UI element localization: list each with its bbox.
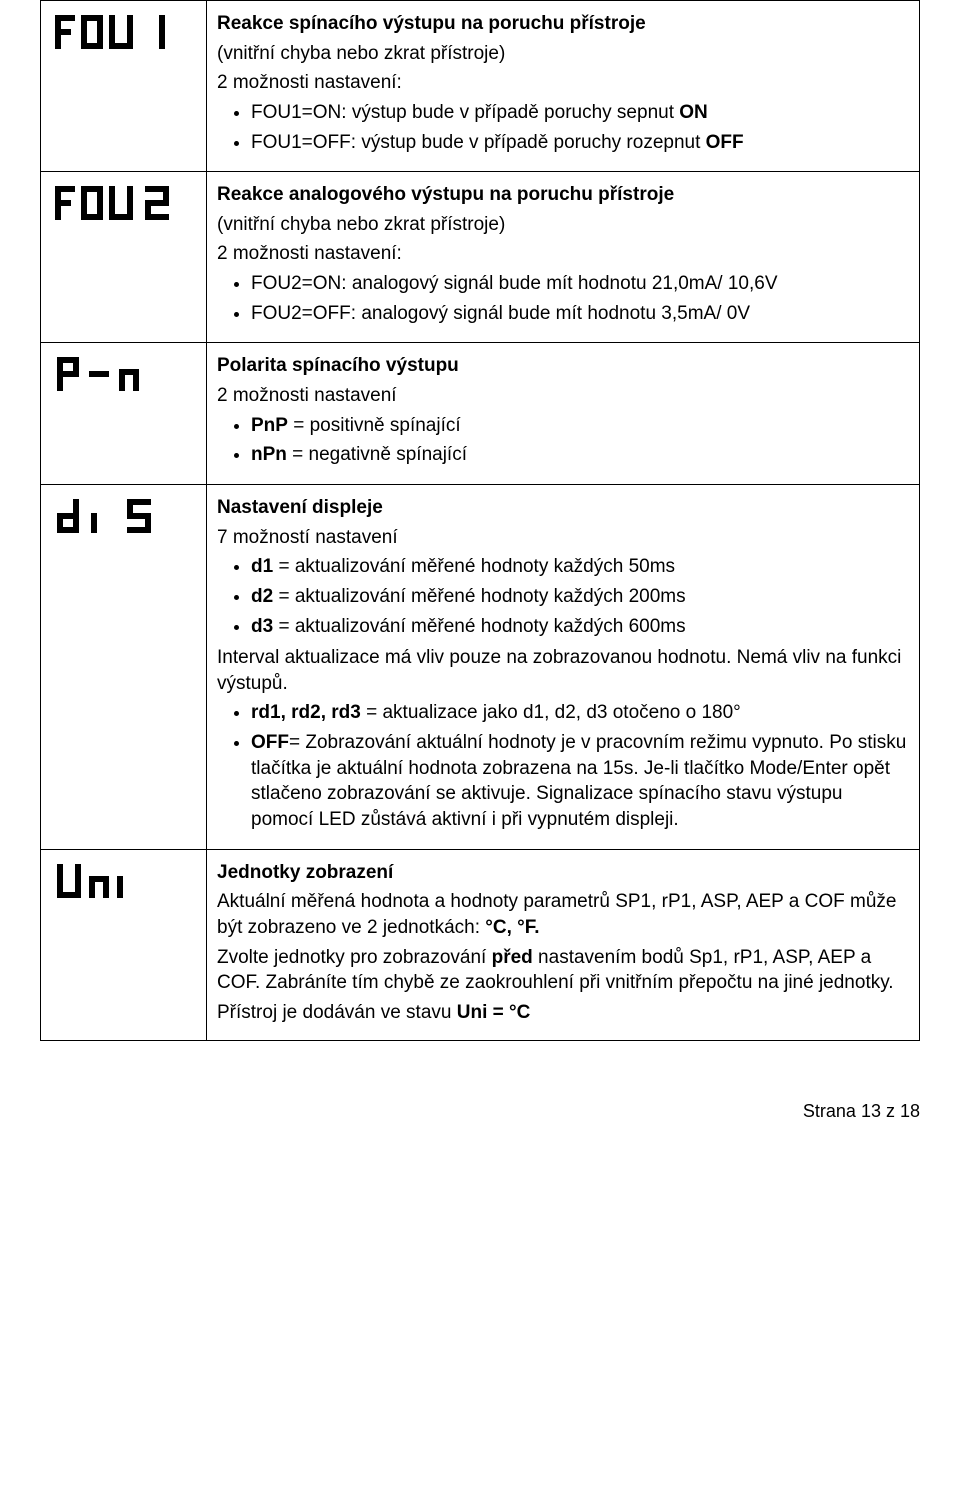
list-item: FOU2=OFF: analogový signál bude mít hodn… [251,301,909,327]
lcd-glyph-fou1 [51,11,186,53]
list-item: FOU2=ON: analogový signál bude mít hodno… [251,271,909,297]
bullet-list: FOU2=ON: analogový signál bude mít hodno… [217,271,909,326]
glyph-cell-dis [41,484,207,849]
list-item: FOU1=ON: výstup bude v případě poruchy s… [251,100,909,126]
paragraph: Aktuální měřená hodnota a hodnoty parame… [217,889,909,940]
mid-paragraph: Interval aktualizace má vliv pouze na zo… [217,645,909,696]
glyph-cell-fou2 [41,172,207,343]
glyph-cell-pn [41,343,207,485]
list-item: d1 = aktualizování měřené hodnoty každýc… [251,554,909,580]
desc-cell-fou1: Reakce spínacího výstupu na poruchu přís… [207,1,920,172]
list-item: OFF= Zobrazování aktuální hodnoty je v p… [251,730,909,833]
bullet-list: rd1, rd2, rd3 = aktualizace jako d1, d2,… [217,700,909,832]
row-title: Nastavení displeje [217,497,383,518]
parameter-table: Reakce spínacího výstupu na poruchu přís… [40,0,920,1041]
glyph-cell-fou1 [41,1,207,172]
list-item: PnP = positivně spínající [251,413,909,439]
desc-cell-uni: Jednotky zobrazení Aktuální měřená hodno… [207,849,920,1040]
bullet-list: FOU1=ON: výstup bude v případě poruchy s… [217,100,909,155]
row-options-label: 2 možnosti nastavení: [217,70,909,96]
row-options-label: 7 možností nastavení [217,525,909,551]
table-row: Reakce spínacího výstupu na poruchu přís… [41,1,920,172]
row-subtitle: (vnitřní chyba nebo zkrat přístroje) [217,212,909,238]
desc-cell-pn: Polarita spínacího výstupu 2 možnosti na… [207,343,920,485]
list-item: FOU1=OFF: výstup bude v případě poruchy … [251,130,909,156]
list-item: rd1, rd2, rd3 = aktualizace jako d1, d2,… [251,700,909,726]
row-title: Reakce analogového výstupu na poruchu př… [217,184,674,205]
desc-cell-dis: Nastavení displeje 7 možností nastavení … [207,484,920,849]
table-row: Jednotky zobrazení Aktuální měřená hodno… [41,849,920,1040]
row-options-label: 2 možnosti nastavení [217,383,909,409]
table-row: Polarita spínacího výstupu 2 možnosti na… [41,343,920,485]
lcd-glyph-pn [51,353,186,395]
list-item: nPn = negativně spínající [251,442,909,468]
row-title: Reakce spínacího výstupu na poruchu přís… [217,13,646,34]
paragraph: Zvolte jednotky pro zobrazování před nas… [217,945,909,996]
list-item: d2 = aktualizování měřené hodnoty každýc… [251,584,909,610]
glyph-cell-uni [41,849,207,1040]
table-row: Nastavení displeje 7 možností nastavení … [41,484,920,849]
row-title: Jednotky zobrazení [217,862,393,883]
bullet-list: d1 = aktualizování měřené hodnoty každýc… [217,554,909,639]
row-subtitle: (vnitřní chyba nebo zkrat přístroje) [217,41,909,67]
row-options-label: 2 možnosti nastavení: [217,241,909,267]
page-footer: Strana 13 z 18 [0,1071,960,1132]
table-row: Reakce analogového výstupu na poruchu př… [41,172,920,343]
row-title: Polarita spínacího výstupu [217,355,459,376]
lcd-glyph-dis [51,495,186,537]
list-item: d3 = aktualizování měřené hodnoty každýc… [251,614,909,640]
lcd-glyph-fou2 [51,182,186,224]
lcd-glyph-uni [51,860,186,902]
desc-cell-fou2: Reakce analogového výstupu na poruchu př… [207,172,920,343]
paragraph: Přístroj je dodáván ve stavu Uni = °C [217,1000,909,1026]
bullet-list: PnP = positivně spínající nPn = negativn… [217,413,909,468]
